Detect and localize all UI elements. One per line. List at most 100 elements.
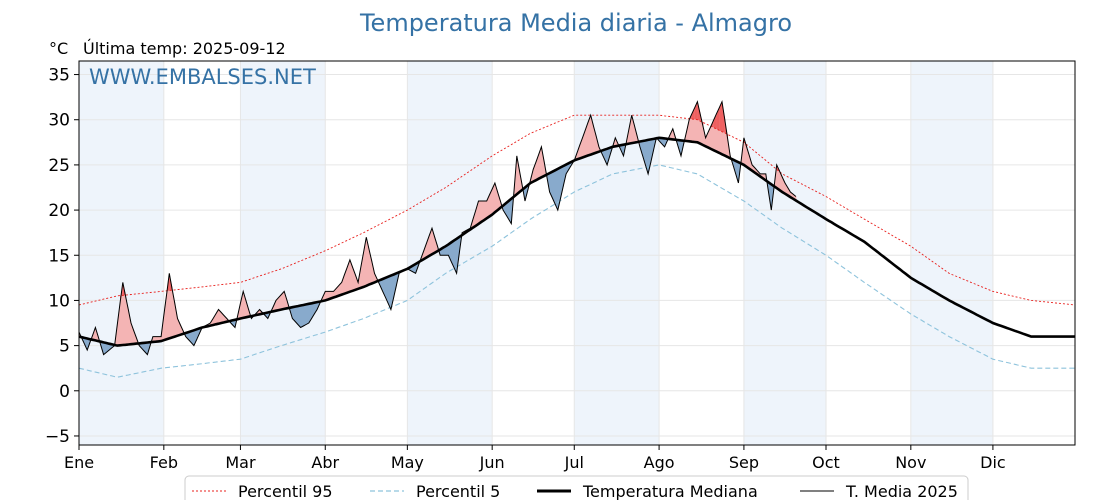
- above-median-fill: [163, 294, 168, 341]
- above-p95-fill: [691, 107, 696, 120]
- legend-p5-label: Percentil 5: [416, 482, 500, 500]
- above-median-fill: [322, 291, 326, 301]
- above-median-fill: [431, 228, 436, 255]
- below-median-fill: [84, 337, 88, 351]
- legend-median-label: Temperatura Mediana: [582, 482, 758, 500]
- y-tick-label: 0: [59, 382, 70, 402]
- above-median-fill: [426, 235, 430, 258]
- above-median-fill: [486, 195, 490, 219]
- above-median-fill: [473, 210, 477, 228]
- above-median-fill: [325, 291, 329, 301]
- below-median-fill: [604, 148, 608, 165]
- legend-p95-label: Percentil 95: [238, 482, 333, 500]
- below-median-fill: [141, 342, 146, 352]
- above-median-fill: [784, 182, 789, 196]
- above-median-fill: [631, 115, 635, 144]
- above-p95-fill: [711, 119, 715, 128]
- y-tick-label: −5: [45, 427, 70, 447]
- above-median-fill: [593, 125, 597, 154]
- x-tick-label: May: [391, 453, 424, 472]
- above-median-fill: [276, 297, 280, 311]
- below-median-fill: [505, 201, 510, 220]
- below-median-fill: [546, 173, 551, 193]
- below-median-fill: [388, 275, 392, 310]
- below-median-fill: [645, 139, 649, 174]
- above-median-fill: [533, 161, 537, 182]
- above-median-fill: [483, 201, 488, 221]
- below-median-fill: [193, 329, 198, 346]
- y-tick-label: 5: [59, 337, 70, 357]
- below-median-fill: [379, 278, 384, 292]
- above-median-fill: [423, 243, 428, 260]
- below-median-fill: [549, 171, 553, 199]
- p95-line: [78, 114, 1076, 306]
- month-shade: [574, 61, 660, 445]
- above-median-fill: [670, 128, 674, 140]
- below-median-fill: [642, 140, 646, 165]
- month-shading: [79, 61, 993, 445]
- above-median-fill: [711, 119, 715, 151]
- x-tick-label: Nov: [895, 453, 926, 472]
- above-median-fill: [541, 146, 545, 178]
- below-median-fill: [100, 341, 105, 355]
- below-median-fill: [552, 170, 556, 205]
- above-median-fill: [689, 113, 693, 142]
- x-tick-label: Jul: [564, 453, 584, 472]
- above-median-fill: [741, 137, 745, 165]
- y-tick-label: 35: [48, 66, 70, 86]
- below-median-fill: [390, 274, 395, 310]
- above-p95-fill: [719, 101, 723, 132]
- above-p95-fill: [716, 107, 720, 131]
- above-median-fill: [347, 259, 351, 293]
- legend-current-label: T. Media 2025: [845, 482, 958, 500]
- above-median-fill: [174, 303, 179, 337]
- above-median-fill: [538, 146, 542, 179]
- p5-line: [78, 164, 1075, 378]
- x-tick-label: Oct: [812, 453, 840, 472]
- below-median-fill: [306, 303, 310, 325]
- above-median-fill: [243, 291, 247, 318]
- above-median-fill: [130, 323, 135, 345]
- below-median-fill: [735, 160, 739, 183]
- above-median-fill: [516, 155, 521, 195]
- above-median-fill: [587, 115, 592, 156]
- above-median-fill: [369, 249, 373, 285]
- below-median-fill: [678, 140, 682, 156]
- above-median-fill: [128, 309, 132, 345]
- above-median-fill: [481, 201, 485, 223]
- above-median-fill: [92, 327, 96, 341]
- above-median-fill: [278, 294, 282, 311]
- below-median-fill: [768, 182, 772, 211]
- median-line: [78, 136, 1075, 347]
- x-tick-label: Abr: [311, 453, 339, 472]
- below-median-fill: [289, 307, 293, 319]
- y-axis: −5 0 5 10 15 20 25 30 35: [45, 66, 79, 447]
- y-tick-label: 30: [48, 111, 70, 131]
- above-median-fill: [708, 125, 712, 149]
- x-tick-label: Mar: [225, 453, 256, 472]
- above-median-fill: [237, 303, 241, 320]
- below-median-fill: [648, 139, 652, 174]
- x-axis: Ene Feb Mar Abr May Jun Jul Ago Sep Oct Nov Dic: [64, 445, 1006, 472]
- x-tick-label: Ago: [644, 453, 675, 472]
- unit-label: °C: [49, 39, 68, 58]
- below-median-fill: [393, 273, 397, 298]
- above-median-fill: [120, 282, 124, 346]
- above-median-fill: [355, 274, 359, 290]
- below-median-fill: [295, 306, 299, 325]
- above-median-fill: [429, 228, 433, 256]
- above-median-fill: [284, 291, 288, 309]
- above-median-fill: [497, 192, 501, 211]
- x-tick-label: Dic: [980, 453, 1006, 472]
- below-median-fill: [191, 330, 195, 346]
- above-median-fill: [358, 267, 362, 289]
- below-median-fill: [314, 302, 318, 314]
- month-shade: [79, 61, 164, 445]
- month-shade: [910, 61, 993, 445]
- above-median-fill: [475, 201, 479, 226]
- above-median-fill: [338, 282, 343, 296]
- above-median-fill: [478, 201, 482, 224]
- above-median-fill: [177, 318, 181, 336]
- x-tick-label: Jun: [479, 453, 505, 472]
